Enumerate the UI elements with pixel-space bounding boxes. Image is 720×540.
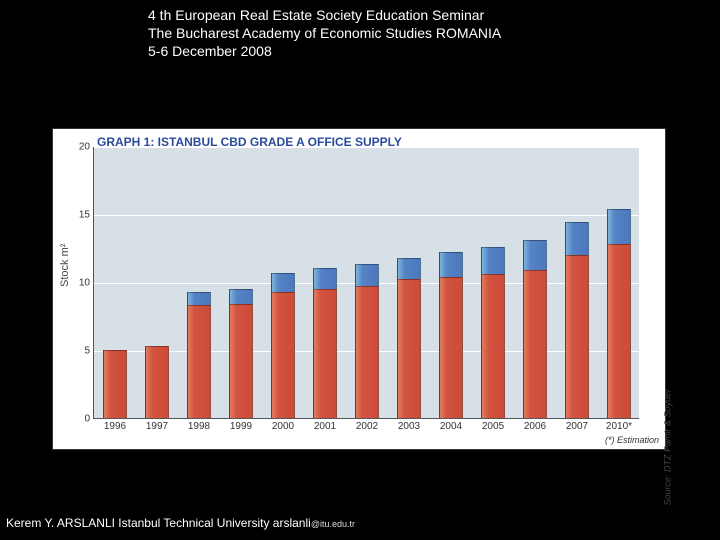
bar-group [397, 258, 420, 418]
grid-line [94, 147, 639, 148]
bar-segment-europe [481, 274, 504, 418]
plot-area: 0510152019961997199819992000200120022003… [93, 147, 639, 419]
bar-segment-europe [229, 304, 252, 418]
bar-group [313, 268, 336, 418]
bar-segment-asia [565, 222, 588, 255]
bar-group [229, 289, 252, 418]
bar-segment-europe [523, 270, 546, 418]
bar-segment-asia [439, 252, 462, 276]
bar-group [187, 292, 210, 418]
bar-group [565, 222, 588, 418]
x-tick-label: 2007 [566, 418, 588, 432]
x-tick-label: 2006 [524, 418, 546, 432]
x-tick-label: 2002 [356, 418, 378, 432]
x-tick-label: 2000 [272, 418, 294, 432]
y-axis-label: Stock m² [59, 244, 71, 287]
bar-group [439, 252, 462, 418]
bar-group [271, 273, 294, 419]
bar-segment-asia [229, 289, 252, 304]
bar-segment-europe [607, 244, 630, 418]
header-line-2: The Bucharest Academy of Economic Studie… [148, 24, 501, 42]
bar-segment-europe [439, 277, 462, 418]
bar-group [607, 209, 630, 418]
x-tick-label: 2005 [482, 418, 504, 432]
bar-segment-europe [187, 305, 210, 418]
bar-segment-europe [565, 255, 588, 418]
x-tick-label: 2001 [314, 418, 336, 432]
bar-segment-asia [523, 240, 546, 270]
slide-header: 4 th European Real Estate Society Educat… [148, 6, 501, 61]
chart-panel: GRAPH 1: ISTANBUL CBD GRADE A OFFICE SUP… [52, 128, 666, 450]
bar-segment-asia [607, 209, 630, 244]
x-tick-label: 1999 [230, 418, 252, 432]
bar-segment-asia [187, 292, 210, 306]
bar-group [481, 247, 504, 418]
bar-segment-asia [355, 264, 378, 286]
bar-segment-asia [481, 247, 504, 274]
y-tick-label: 20 [79, 142, 94, 153]
estimation-note: (*) Estimation [605, 435, 659, 445]
x-tick-label: 2003 [398, 418, 420, 432]
bar-segment-asia [397, 258, 420, 280]
bar-segment-europe [271, 292, 294, 418]
x-tick-label: 1998 [188, 418, 210, 432]
y-tick-label: 10 [79, 278, 94, 289]
y-tick-label: 15 [79, 210, 94, 221]
y-tick-label: 0 [84, 414, 94, 425]
bar-segment-europe [313, 289, 336, 418]
footer-author: Kerem Y. ARSLANLI Istanbul Technical Uni… [6, 516, 311, 530]
bar-group [523, 240, 546, 418]
bar-segment-asia [271, 273, 294, 292]
bar-segment-europe [103, 350, 126, 418]
grid-line [94, 215, 639, 216]
bar-segment-europe [355, 286, 378, 418]
slide-footer: Kerem Y. ARSLANLI Istanbul Technical Uni… [6, 516, 355, 530]
x-tick-label: 1997 [146, 418, 168, 432]
y-tick-label: 5 [84, 346, 94, 357]
bar-segment-europe [145, 346, 168, 418]
bar-group [145, 346, 168, 418]
x-tick-label: 2010* [606, 418, 632, 432]
bar-group [103, 350, 126, 418]
header-line-1: 4 th European Real Estate Society Educat… [148, 6, 501, 24]
header-line-3: 5-6 December 2008 [148, 42, 501, 60]
x-tick-label: 2004 [440, 418, 462, 432]
footer-email: @itu.edu.tr [311, 519, 355, 529]
bar-segment-europe [397, 279, 420, 418]
x-tick-label: 1996 [104, 418, 126, 432]
bar-group [355, 264, 378, 418]
bar-segment-asia [313, 268, 336, 288]
chart-source: Source: DTZ Pamir & Soyuer [663, 389, 673, 506]
